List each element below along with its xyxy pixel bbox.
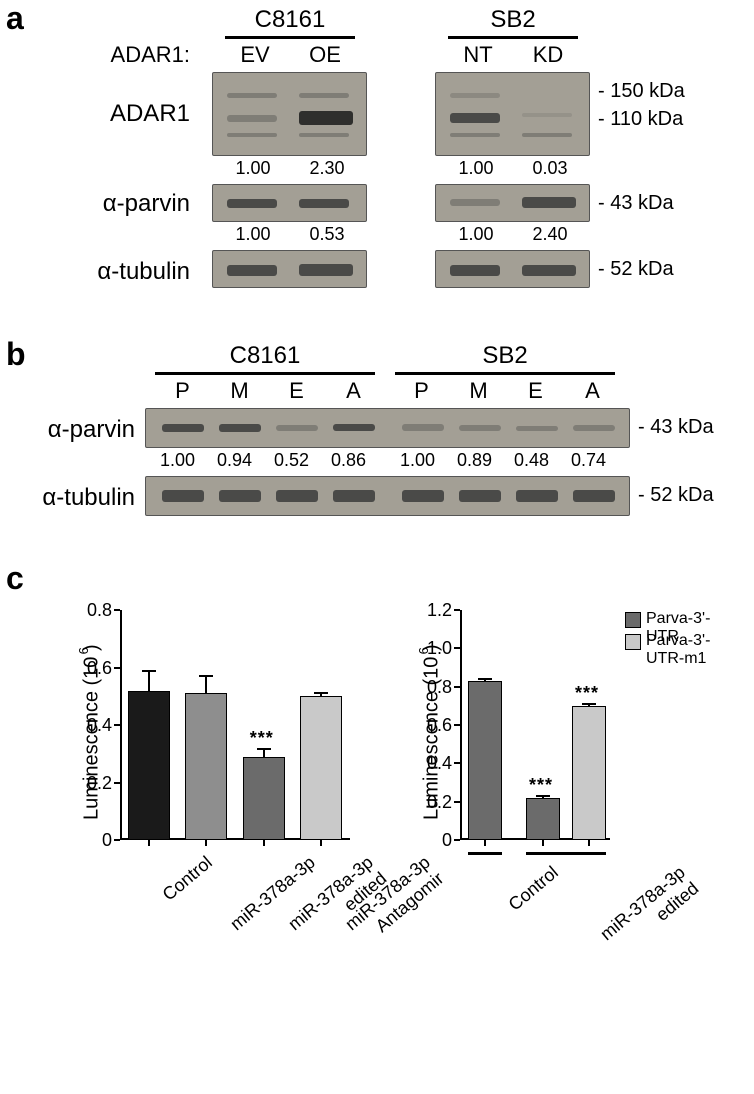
panel-c-label: c bbox=[6, 560, 24, 597]
legend-swatch-1 bbox=[625, 634, 641, 650]
b-parvin-label: α-parvin bbox=[10, 416, 135, 444]
b-q-5: 0.89 bbox=[447, 450, 502, 471]
b-tubulin-label: α-tubulin bbox=[10, 484, 135, 512]
parvin-blot-c8161 bbox=[212, 184, 367, 222]
parvin-q-l2: 0.53 bbox=[292, 224, 362, 245]
chart-right-ytitle: Luminescence (10 )6 bbox=[418, 637, 444, 820]
chart-left-plot: 00.20.40.60.8***ControlmiR-378a-3pmiR-37… bbox=[120, 610, 350, 840]
adar1-q-l2: 2.30 bbox=[292, 158, 362, 179]
tubulin-label: α-tubulin bbox=[60, 258, 190, 286]
bar bbox=[185, 693, 227, 840]
parvin-label: α-parvin bbox=[60, 190, 190, 218]
cellline-sb2: SB2 bbox=[448, 6, 578, 41]
b-mw-52: - 52 kDa bbox=[638, 484, 714, 507]
adar1-label: ADAR1 bbox=[60, 100, 190, 128]
b-cond-5: M bbox=[451, 378, 506, 404]
cellline-sb2-label: SB2 bbox=[448, 6, 578, 34]
b-cond-4: P bbox=[394, 378, 449, 404]
bar bbox=[243, 757, 285, 840]
cellline-c8161: C8161 bbox=[225, 6, 355, 41]
figure: a C8161 SB2 ADAR1: EV OE NT KD ADAR1 bbox=[0, 0, 754, 1094]
mw-52-a: - 52 kDa bbox=[598, 258, 674, 281]
tubulin-blot-sb2 bbox=[435, 250, 590, 288]
bar bbox=[526, 798, 560, 840]
xlabel: Control bbox=[158, 852, 216, 905]
ytick-label: 0.8 bbox=[74, 600, 112, 621]
panel-b-label: b bbox=[6, 336, 26, 373]
b-parvin-blot bbox=[145, 408, 630, 448]
adar1-blot-c8161 bbox=[212, 72, 367, 156]
b-q-3: 0.86 bbox=[321, 450, 376, 471]
adar1-row-header: ADAR1: bbox=[30, 42, 190, 68]
tubulin-blot-c8161 bbox=[212, 250, 367, 288]
b-q-6: 0.48 bbox=[504, 450, 559, 471]
chart-right-plot: 00.20.40.60.81.01.2******ControlmiR-378a… bbox=[460, 610, 610, 840]
b-cellline-sb2: SB2 bbox=[395, 342, 615, 377]
xlabel: Control bbox=[505, 862, 563, 915]
b-cond-6: E bbox=[508, 378, 563, 404]
chart-left-ytitle: Luminescence (10 )6 bbox=[78, 637, 104, 820]
b-cellline-c8161: C8161 bbox=[155, 342, 375, 377]
panel-c: c 00.20.40.60.8***ControlmiR-378a-3pmiR-… bbox=[0, 560, 754, 1080]
legend-swatch-0 bbox=[625, 612, 641, 628]
sig-marker: *** bbox=[529, 775, 553, 796]
b-q-1: 0.94 bbox=[207, 450, 262, 471]
b-q-4: 1.00 bbox=[390, 450, 445, 471]
adar1-q-r2: 0.03 bbox=[515, 158, 585, 179]
parvin-blot-sb2 bbox=[435, 184, 590, 222]
b-cond-1: M bbox=[212, 378, 267, 404]
cond-kd: KD bbox=[518, 42, 578, 68]
cellline-c8161-label: C8161 bbox=[225, 6, 355, 34]
xlabel: miR-378a-3pedited bbox=[596, 862, 703, 961]
chart-right: 00.20.40.60.81.01.2******ControlmiR-378a… bbox=[400, 600, 740, 890]
panel-a-label: a bbox=[6, 0, 24, 37]
adar1-blot-sb2 bbox=[435, 72, 590, 156]
ytick-label: 1.2 bbox=[414, 600, 452, 621]
parvin-q-r2: 2.40 bbox=[515, 224, 585, 245]
cond-ev: EV bbox=[225, 42, 285, 68]
parvin-q-l1: 1.00 bbox=[218, 224, 288, 245]
cond-nt: NT bbox=[448, 42, 508, 68]
b-q-2: 0.52 bbox=[264, 450, 319, 471]
ytick-label: 0 bbox=[74, 830, 112, 851]
b-q-7: 0.74 bbox=[561, 450, 616, 471]
adar1-q-l1: 1.00 bbox=[218, 158, 288, 179]
adar1-q-r1: 1.00 bbox=[441, 158, 511, 179]
sig-marker: *** bbox=[575, 683, 599, 704]
cond-oe: OE bbox=[295, 42, 355, 68]
sig-marker: *** bbox=[250, 728, 274, 749]
bar bbox=[128, 691, 170, 841]
b-c8161-label: C8161 bbox=[155, 342, 375, 370]
bar bbox=[468, 681, 502, 840]
mw-43-a: - 43 kDa bbox=[598, 192, 674, 215]
mw-150: - 150 kDa bbox=[598, 80, 685, 103]
parvin-q-r1: 1.00 bbox=[441, 224, 511, 245]
b-cond-3: A bbox=[326, 378, 381, 404]
mw-110: - 110 kDa bbox=[598, 108, 683, 131]
bar bbox=[572, 706, 606, 840]
b-tubulin-blot bbox=[145, 476, 630, 516]
ytick-label: 0 bbox=[414, 830, 452, 851]
bar bbox=[300, 696, 342, 840]
b-cond-0: P bbox=[155, 378, 210, 404]
b-sb2-label: SB2 bbox=[395, 342, 615, 370]
b-q-0: 1.00 bbox=[150, 450, 205, 471]
b-cond-2: E bbox=[269, 378, 324, 404]
legend-label-1: Parva-3'-UTR-m1 bbox=[646, 632, 740, 668]
b-mw-43: - 43 kDa bbox=[638, 416, 714, 439]
b-cond-7: A bbox=[565, 378, 620, 404]
chart-left: 00.20.40.60.8***ControlmiR-378a-3pmiR-37… bbox=[60, 600, 360, 890]
